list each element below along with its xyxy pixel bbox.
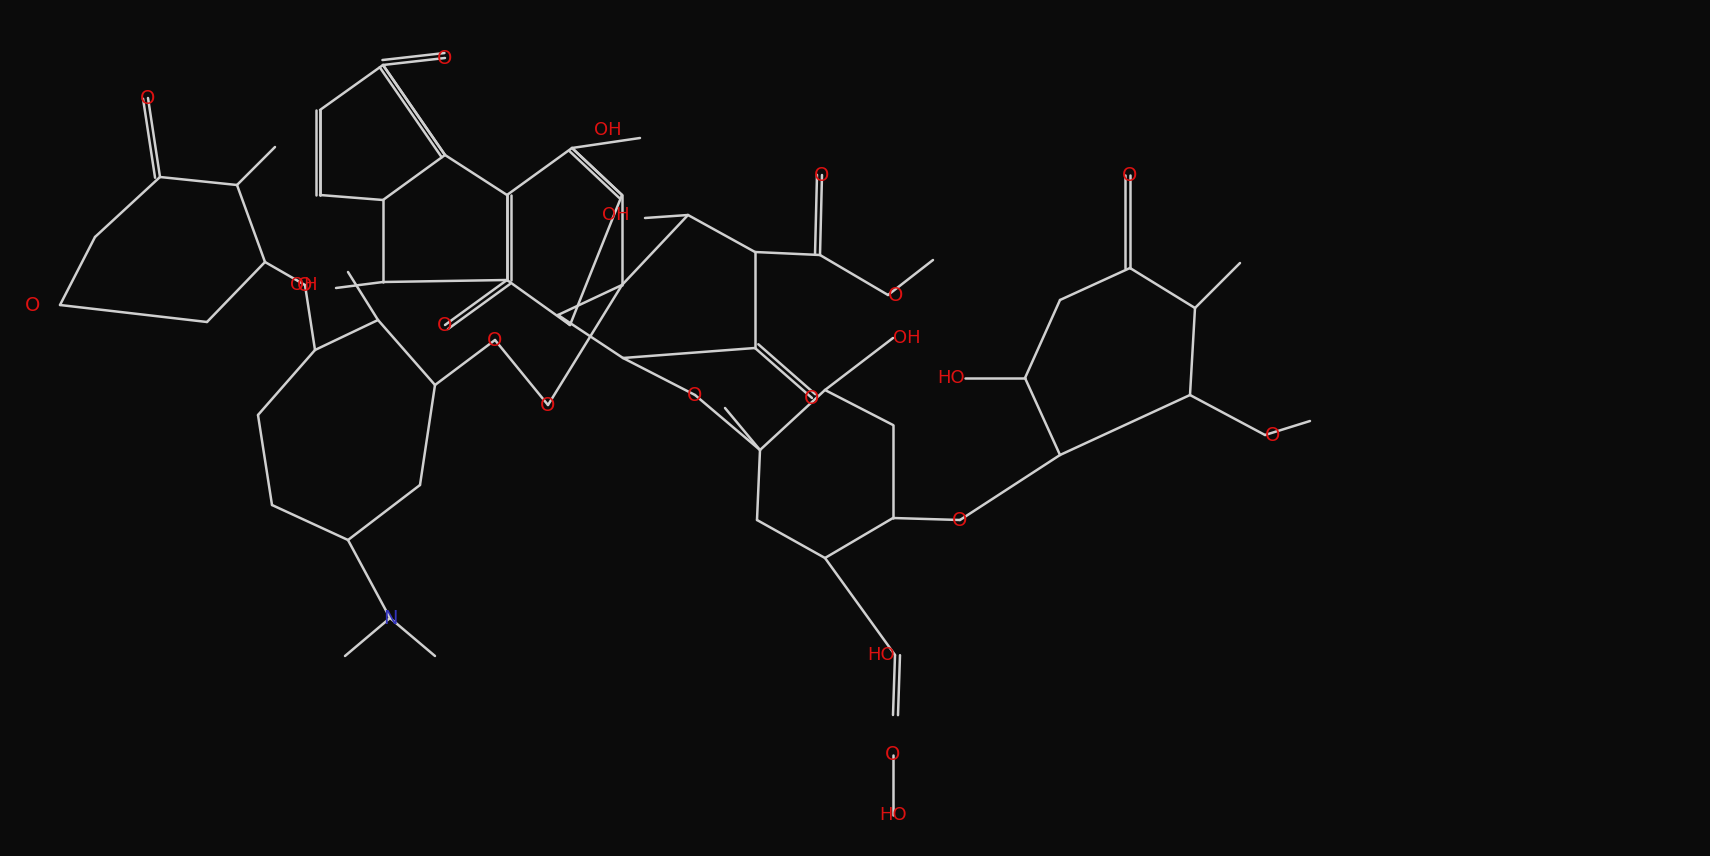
- Text: O: O: [952, 510, 968, 530]
- Text: OH: OH: [602, 206, 629, 224]
- Text: OH: OH: [893, 329, 920, 347]
- Text: OH: OH: [595, 121, 622, 139]
- Text: O: O: [487, 330, 503, 349]
- Text: O: O: [804, 389, 819, 407]
- Text: O: O: [24, 295, 39, 314]
- Text: OH: OH: [291, 276, 318, 294]
- Text: O: O: [140, 88, 156, 108]
- Text: HO: HO: [867, 646, 894, 664]
- Text: O: O: [814, 165, 829, 185]
- Text: O: O: [1122, 165, 1137, 185]
- Text: O: O: [687, 385, 703, 405]
- Text: O: O: [886, 746, 901, 764]
- Text: N: N: [383, 609, 397, 627]
- Text: O: O: [438, 49, 453, 68]
- Text: HO: HO: [879, 806, 906, 824]
- Text: O: O: [1265, 425, 1281, 444]
- Text: O: O: [438, 316, 453, 335]
- Text: O: O: [298, 276, 313, 294]
- Text: O: O: [540, 395, 556, 414]
- Text: HO: HO: [937, 369, 964, 387]
- Text: O: O: [887, 286, 903, 305]
